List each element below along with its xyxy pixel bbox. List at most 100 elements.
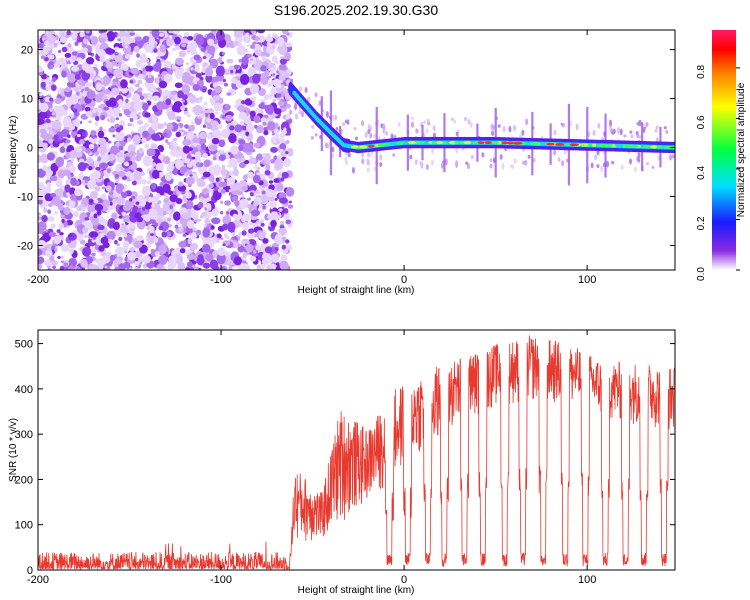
spectrogram-noise-cell (94, 186, 101, 192)
spectrogram-track-peak (431, 141, 437, 145)
spectrogram-sparse-cell (592, 129, 596, 136)
spectrogram-noise-cell (216, 252, 226, 265)
spectrogram-noise-cell (80, 171, 84, 176)
spectrogram-noise-cell (147, 234, 156, 244)
spectrogram-noise-cell (169, 194, 178, 203)
spectrogram-noise-cell (212, 95, 221, 101)
spectrogram-sparse-cell (606, 160, 610, 168)
spectrogram-noise-cell (208, 183, 214, 189)
spectrogram-noise-cell (50, 260, 59, 266)
spectrogram-track-peak (663, 145, 674, 149)
spectrogram-noise-cell (127, 86, 135, 93)
spectrogram-noise-cell (49, 64, 54, 69)
spectrogram-sparse-cell (623, 134, 627, 138)
snr-ylabel: SNR (10 * v/v) (8, 418, 19, 482)
spectrogram-noise-cell (95, 166, 101, 171)
spectrogram-noise-cell (39, 153, 49, 164)
spectrogram-noise-cell (260, 76, 269, 86)
spectrogram-noise-cell (178, 226, 184, 232)
spectrogram-noise-cell (103, 128, 107, 133)
spectrogram-noise-cell (215, 30, 225, 42)
spectrogram-noise-cell (205, 117, 212, 123)
spectrogram-sparse-cell (665, 129, 669, 134)
spectrogram-noise-cell (63, 206, 71, 215)
spectrogram-track-peak (382, 142, 391, 147)
spectrogram-noise-cell (144, 214, 151, 222)
spectrogram-noise-cell (227, 69, 231, 73)
spectrogram-sparse-cell (369, 132, 373, 139)
spectrogram-noise-cell (135, 257, 139, 262)
spectrogram-noise-cell (135, 33, 139, 38)
spectrogram-noise-cell (177, 185, 187, 192)
spectrogram-noise-cell (193, 104, 203, 116)
spectrogram-noise-cell (233, 241, 238, 248)
spectrogram-noise-cell (181, 84, 191, 94)
spectrogram-noise-cell (219, 200, 224, 204)
spectrogram-noise-cell (202, 152, 208, 159)
spectrogram-track-peak (436, 141, 443, 145)
spectrogram-noise-cell (112, 134, 116, 138)
spectrogram-noise-cell (63, 262, 69, 267)
spectrogram-noise-cell (137, 79, 143, 85)
spectrogram-noise-cell (150, 143, 158, 149)
spectrogram-noise-cell (47, 126, 52, 131)
spectrogram-sparse-cell (289, 109, 293, 115)
spectrogram-noise-cell (87, 52, 93, 56)
spectrogram-noise-cell (49, 175, 58, 182)
spectrogram-noise-cell (214, 111, 219, 115)
colorbar-tick-label: 0.8 (696, 65, 707, 79)
spectrogram-noise-cell (156, 263, 164, 269)
spectrogram-noise-cell (226, 44, 230, 48)
spectrogram-noise-cell (259, 208, 264, 213)
spectrogram-track-peak (656, 145, 663, 149)
spectrogram-noise-cell (152, 95, 160, 102)
spectrogram-noise-cell (174, 69, 184, 77)
spectrogram-noise-cell (135, 154, 142, 162)
spectrogram-noise-cell (188, 147, 193, 152)
spectrogram-noise-cell (105, 100, 110, 106)
spectrogram-noise-cell (247, 171, 254, 179)
spectrogram-noise-cell (108, 153, 116, 162)
spectrogram-noise-cell (38, 235, 41, 239)
spectrogram-noise-cell (125, 98, 129, 104)
spectrogram-noise-cell (259, 263, 266, 270)
spectrogram-noise-cell (154, 251, 160, 257)
spectrogram-noise-cell (231, 196, 238, 202)
spectrogram-noise-cell (163, 122, 168, 127)
spectrogram-track-peak (408, 141, 416, 145)
spectrogram-noise-cell (207, 45, 216, 55)
spectrogram-sparse-cell (638, 120, 642, 127)
spectrogram-noise-cell (145, 195, 149, 200)
spectrogram-sparse-cell (453, 119, 457, 124)
spectrogram-noise-cell (135, 254, 140, 259)
spectrogram-noise-cell (52, 265, 57, 269)
spectrogram-noise-cell (163, 156, 171, 165)
spectrogram-noise-cell (136, 235, 144, 242)
spectrogram-noise-cell (42, 87, 46, 90)
spectrogram-noise-cell (77, 79, 86, 86)
spectrogram-noise-cell (99, 30, 108, 34)
colorbar: 0.0 0.2 0.4 0.6 0.8 Normalized spectral ampl… (696, 30, 747, 281)
spectrogram-noise-cell (109, 254, 116, 262)
spectrogram-sparse-cell (310, 135, 314, 140)
spectrogram-noise-cell (262, 154, 266, 157)
spectrogram-noise-cell (266, 41, 271, 47)
spectrogram-noise-cell (197, 201, 204, 209)
spectrogram-noise-cell (76, 57, 83, 62)
spectrogram-noise-cell (254, 107, 261, 115)
spectrogram-sparse-cell (600, 165, 604, 173)
spectrogram-noise-cell (38, 199, 43, 205)
spectrogram-noise-cell (158, 171, 165, 177)
spectrogram-noise-cell (51, 76, 57, 82)
spectrogram-noise-cell (279, 56, 285, 60)
spectrogram-noise-cell (186, 131, 194, 139)
spectrogram-noise-cell (154, 222, 159, 228)
spectrogram-noise-cell (238, 144, 244, 152)
spectrogram-noise-cell (221, 52, 226, 56)
snr-ytick-label: 300 (15, 429, 33, 441)
spectrogram-noise-cell (47, 216, 55, 222)
spectrogram-noise-cell (205, 240, 210, 244)
spectrogram-sparse-cell (351, 166, 355, 174)
spectrogram-noise-cell (141, 185, 151, 197)
spectrogram-sparse-cell (346, 119, 350, 125)
